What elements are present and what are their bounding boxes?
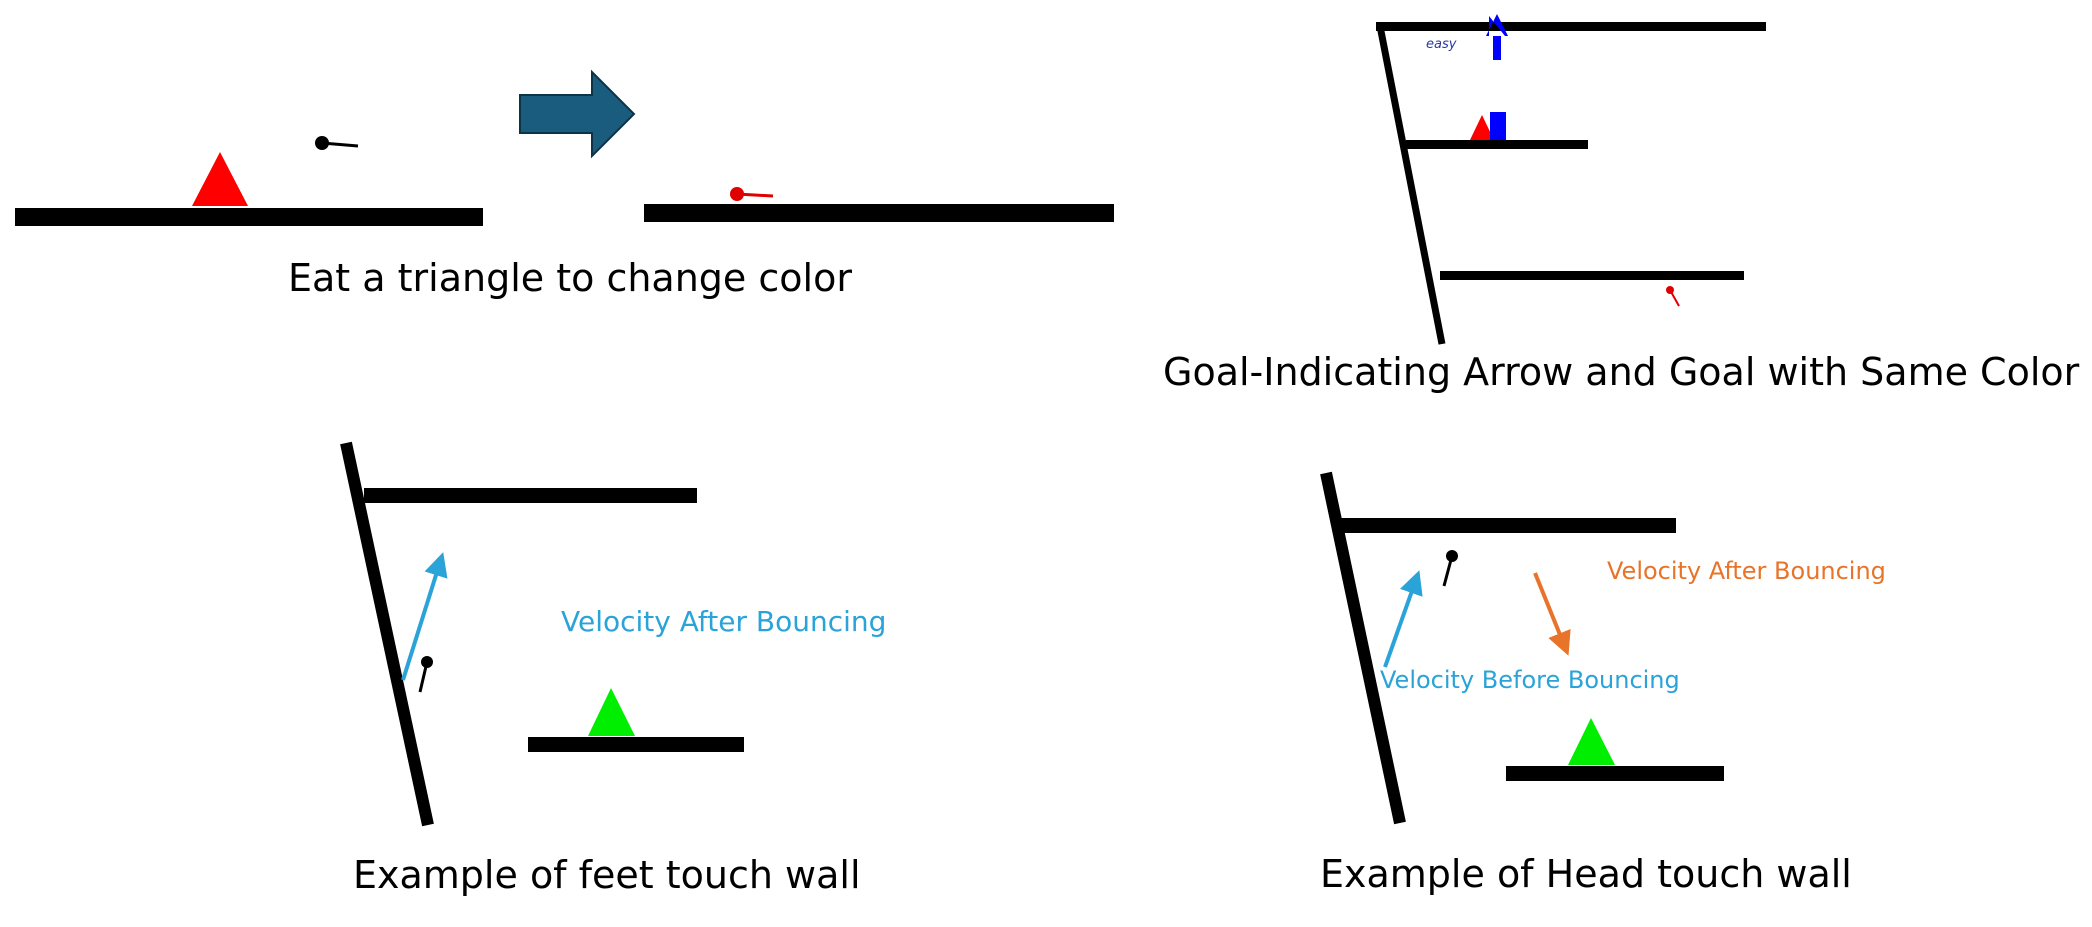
label-head-velocity-before: Velocity Before Bouncing [1380,666,1680,694]
velocity-after-arrow [1533,572,1571,656]
bottom-platform [528,737,744,752]
transition-arrow-icon [519,69,636,159]
bottom-platform [1506,766,1724,781]
slanted-wall [1376,25,1446,345]
platform-left [15,208,483,226]
difficulty-label: easy [1426,37,1457,52]
label-feet-velocity-after: Velocity After Bouncing [561,605,887,638]
blue-goal-block [1490,112,1506,140]
panel-eat-triangle [15,69,1114,226]
slanted-wall [340,441,434,827]
top-platform [364,488,697,503]
slanted-wall [1320,471,1406,825]
black-character [315,136,359,150]
red-triangle [192,152,248,206]
black-character [1442,550,1458,587]
panel-head-touch-wall [1320,471,1724,825]
caption-head-touch-wall: Example of Head touch wall [1320,852,1852,896]
goal-indicating-arrow-icon [1486,14,1508,60]
green-triangle [1568,718,1615,765]
green-triangle [588,688,635,736]
caption-goal-arrow: Goal-Indicating Arrow and Goal with Same… [1163,350,2080,394]
black-character [418,656,433,693]
panel-goal-arrow [1376,14,1766,345]
lower-platform [1440,271,1744,280]
velocity-after-arrow [401,552,448,681]
red-character-small [1666,286,1680,307]
goal-platform [1406,140,1588,149]
label-head-velocity-after: Velocity After Bouncing [1607,557,1886,585]
caption-feet-touch-wall: Example of feet touch wall [353,853,861,897]
top-border-wall [1376,22,1766,31]
platform-right [644,204,1114,222]
red-character [730,187,774,201]
velocity-before-arrow [1383,570,1423,668]
goal-red-triangle [1470,115,1494,140]
panel-feet-touch-wall [340,441,744,827]
top-platform [1340,518,1676,533]
caption-eat-triangle: Eat a triangle to change color [288,256,852,300]
